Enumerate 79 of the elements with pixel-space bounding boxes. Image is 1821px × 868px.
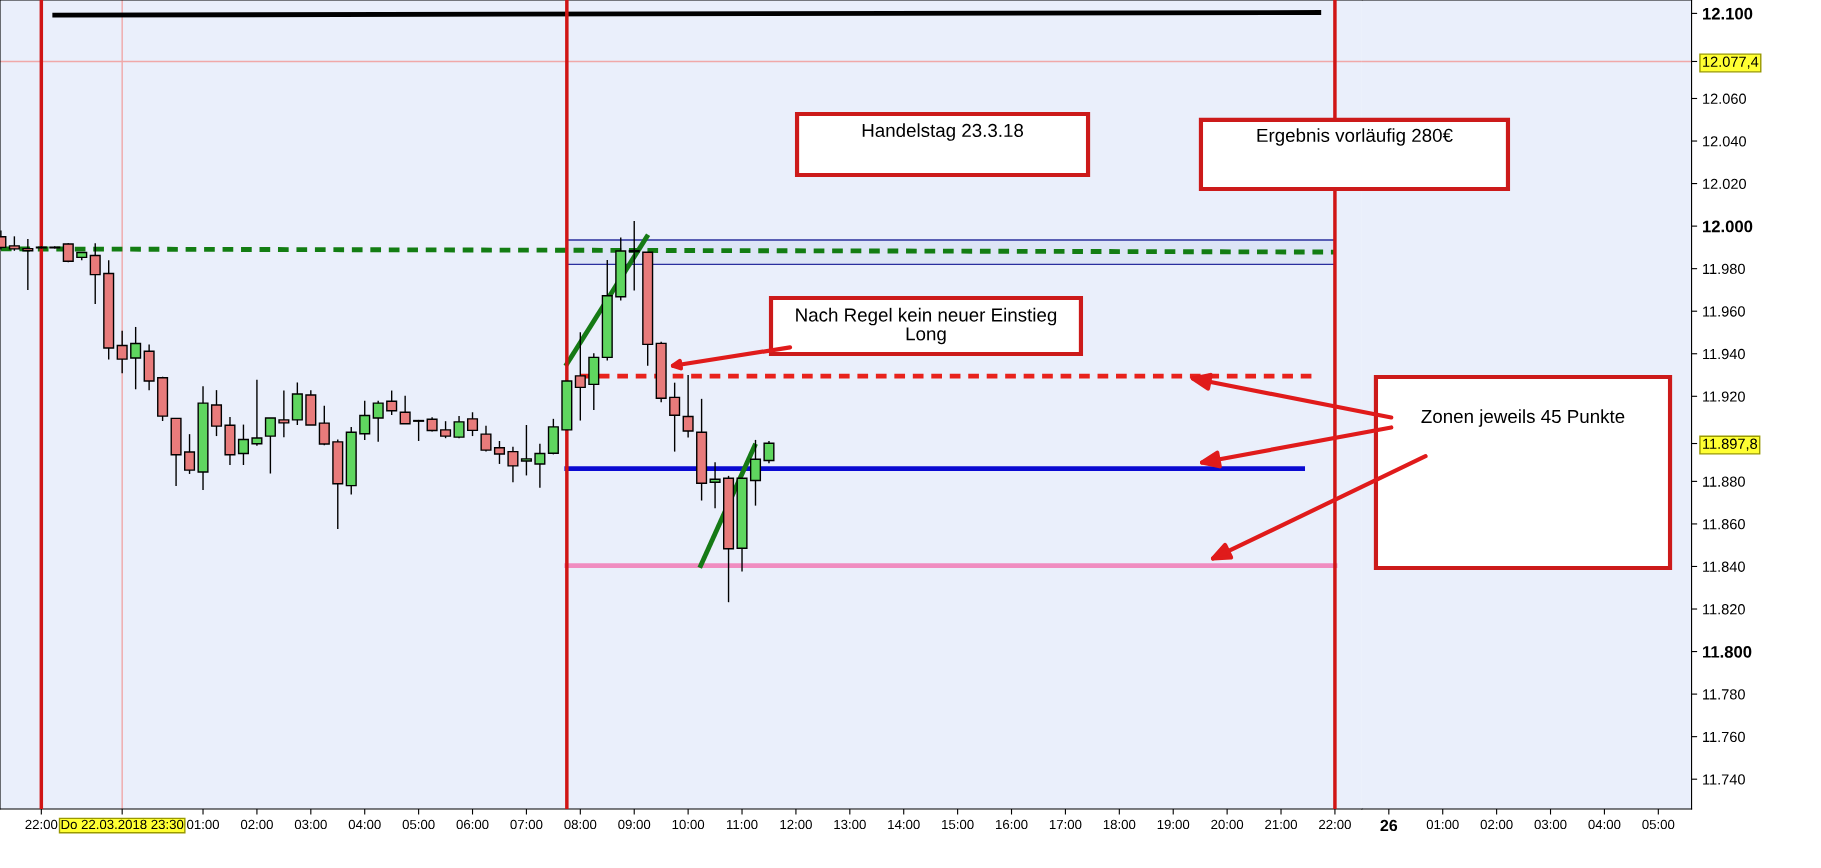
candlestick [520, 424, 532, 477]
y-tick-label: 11.880 [1703, 476, 1745, 487]
x-tick-label: 03:00 [1534, 819, 1567, 830]
y-tick-label: 11.780 [1703, 689, 1745, 700]
x-tick-label: 19:00 [1157, 819, 1190, 830]
candlestick [534, 443, 546, 489]
x-tick-label: 06:00 [456, 819, 489, 830]
candlestick [466, 411, 479, 437]
x-tick-label: 04:00 [1588, 819, 1621, 830]
annotation: Handelstag 23.3.18 [862, 123, 1024, 141]
candlestick [372, 400, 384, 443]
annotation: Zonen jeweils 45 Punkte [1421, 409, 1625, 427]
candlestick [278, 389, 290, 438]
x-tick-label: 12:00 [780, 819, 812, 830]
candlestick [210, 389, 223, 437]
y-tick-label: 12.060 [1703, 93, 1747, 104]
x-tick-label: 05:00 [1642, 819, 1675, 830]
y-tick-label: 12.000 [1703, 220, 1753, 233]
y-tick-label: 11.897,8 [1703, 438, 1758, 451]
x-tick-label: 07:00 [510, 819, 543, 830]
x-tick-label: 03:00 [294, 819, 327, 830]
candlestick [251, 379, 263, 447]
candlestick [359, 400, 371, 441]
candlestick [574, 331, 586, 422]
x-tick-label: 08:00 [564, 819, 597, 830]
x-tick-label: 01:00 [187, 819, 220, 830]
y-tick-label: 12.100 [1703, 7, 1753, 20]
candlestick [318, 405, 330, 446]
candlestick [130, 326, 142, 390]
x-tick-label: 05:00 [402, 819, 435, 830]
candlestick [493, 440, 506, 465]
x-tick-label: 01:00 [1426, 819, 1459, 830]
x-tick-label: 13:00 [834, 819, 866, 830]
x-tick-label: 15:00 [942, 819, 974, 830]
y-tick-label: 12.040 [1703, 136, 1747, 147]
candlestick [237, 423, 249, 466]
candlestick [507, 446, 519, 483]
candlestick [399, 395, 411, 425]
x-tick-label: 02:00 [240, 819, 273, 830]
x-tick-label: 04:00 [348, 819, 381, 830]
x-tick-label: 22:00 [1319, 819, 1351, 830]
candlestick [116, 330, 128, 375]
x-tick-label: 21:00 [1265, 819, 1298, 830]
y-tick-label: 11.820 [1703, 604, 1745, 615]
x-tick-label: 22:00 [25, 819, 58, 830]
x-tick-label: 16:00 [996, 819, 1028, 830]
y-tick-label: 11.760 [1703, 731, 1745, 743]
y-tick-label: 11.860 [1703, 519, 1745, 530]
candlestick [89, 242, 101, 305]
candlestick [749, 439, 762, 507]
y-tick-label: 12.077,4 [1703, 56, 1759, 69]
x-tick-label: 09:00 [618, 819, 651, 830]
y-tick-label: 11.980 [1703, 263, 1745, 275]
candlestick [709, 461, 721, 509]
x-tick-label: 10:00 [672, 819, 705, 830]
x-tick-label: 17:00 [1049, 819, 1082, 830]
y-tick-label: 11.800 [1703, 645, 1752, 658]
annotation: Ergebnis vorläufig 280€ [1257, 128, 1453, 146]
x-tick-label: 11:00 [727, 819, 758, 830]
x-tick-label: Do 22.03.2018 23:30 [61, 819, 184, 830]
x-tick-label: 18:00 [1103, 819, 1136, 830]
y-tick-label: 11.940 [1703, 348, 1745, 360]
y-tick-label: 12.020 [1703, 178, 1747, 190]
candlestick [386, 389, 398, 416]
x-tick-label: 14:00 [888, 819, 920, 830]
y-tick-label: 11.960 [1703, 306, 1745, 317]
candlestick [264, 417, 276, 475]
y-tick-label: 11.840 [1703, 561, 1745, 572]
candlestick [184, 433, 196, 475]
candlestick [763, 440, 775, 465]
candlestick [480, 424, 492, 453]
candlestick [682, 374, 694, 439]
candlestick [669, 381, 681, 453]
x-tick-label: 20:00 [1211, 819, 1244, 830]
annotation: Nach Regel kein neuer Einstieg Long [796, 307, 1057, 345]
x-tick-label: 02:00 [1480, 819, 1513, 830]
y-tick-label: 11.920 [1703, 391, 1745, 402]
x-tick-label: 26 [1380, 819, 1398, 832]
y-tick-label: 11.740 [1703, 774, 1745, 785]
